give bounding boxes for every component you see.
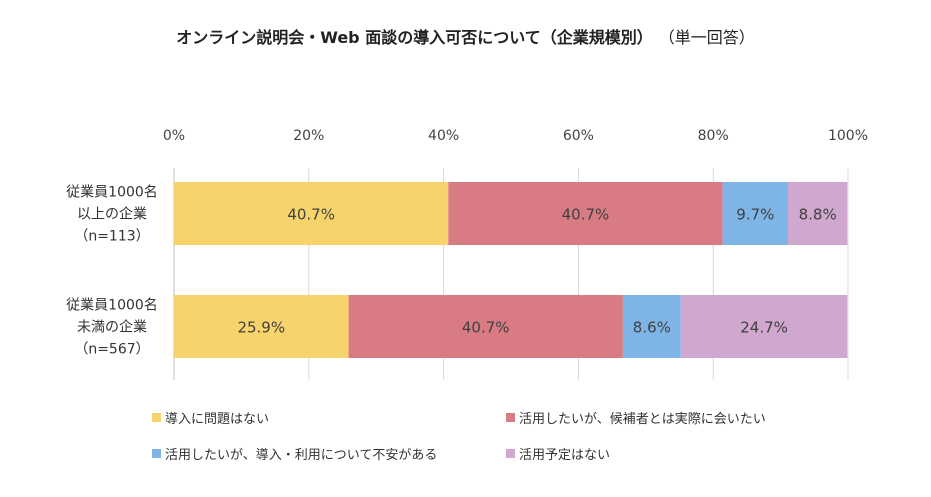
- bar-1-2: [622, 295, 681, 358]
- category-label-0-0: 従業員1000名: [66, 185, 158, 201]
- legend-swatch-1: [506, 413, 515, 422]
- x-tick-label-2: 40%: [428, 128, 459, 144]
- data-label-1-3: 24.7%: [740, 319, 788, 337]
- legend-swatch-0: [152, 413, 161, 422]
- bar-1-0: [174, 295, 349, 358]
- x-tick-label-1: 20%: [293, 128, 324, 144]
- bar-1-3: [680, 295, 848, 358]
- legend-item-0: 導入に問題はない: [152, 408, 269, 427]
- x-tick-label-3: 60%: [563, 128, 594, 144]
- data-label-0-1: 40.7%: [562, 206, 610, 224]
- legend-item-3: 活用予定はない: [506, 444, 610, 463]
- chart-title-main: オンライン説明会・Web 面談の導入可否について（企業規模別）: [176, 28, 653, 47]
- bar-1-1: [348, 295, 623, 358]
- data-label-1-0: 25.9%: [237, 319, 285, 337]
- category-label-1-0: 従業員1000名: [66, 298, 158, 314]
- legend-item-1: 活用したいが、候補者とは実際に会いたい: [506, 408, 766, 427]
- category-label-0-1: 以上の企業: [77, 206, 147, 223]
- legend-label-3: 活用予定はない: [519, 448, 611, 463]
- category-label-0-2: （n=113）: [74, 229, 149, 245]
- legend-label-2: 活用したいが、導入・利用について不安がある: [165, 448, 438, 463]
- legend-label-0: 導入に問題はない: [165, 412, 270, 427]
- chart-subtitle: （単一回答）: [666, 28, 755, 47]
- x-tick-label-0: 0%: [163, 128, 185, 144]
- data-label-0-2: 9.7%: [736, 206, 774, 224]
- bar-0-0: [174, 182, 449, 245]
- x-tick-label-5: 100%: [828, 128, 868, 144]
- bar-0-3: [788, 182, 848, 245]
- data-label-0-3: 8.8%: [799, 206, 837, 224]
- bar-0-2: [722, 182, 789, 245]
- category-label-1-2: （n=567）: [74, 342, 149, 358]
- chart-title: オンライン説明会・Web 面談の導入可否について（企業規模別） （単一回答）: [0, 24, 931, 48]
- legend-swatch-3: [506, 449, 515, 458]
- data-label-1-1: 40.7%: [462, 319, 510, 337]
- category-label-1-1: 未満の企業: [77, 319, 147, 336]
- data-label-1-2: 8.6%: [633, 319, 671, 337]
- legend-label-1: 活用したいが、候補者とは実際に会いたい: [519, 412, 766, 427]
- legend-item-2: 活用したいが、導入・利用について不安がある: [152, 444, 437, 463]
- data-label-0-0: 40.7%: [287, 206, 335, 224]
- bar-0-1: [448, 182, 723, 245]
- legend-swatch-2: [152, 449, 161, 458]
- x-tick-label-4: 80%: [698, 128, 729, 144]
